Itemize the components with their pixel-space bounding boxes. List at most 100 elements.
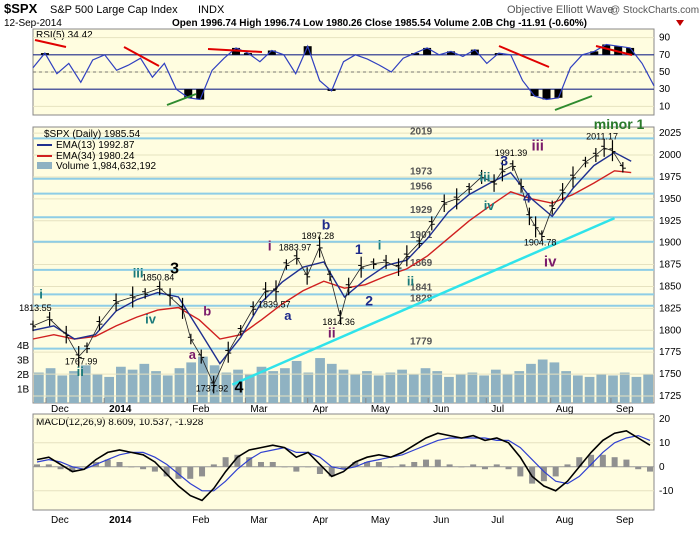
- x-axis-label: Dec: [51, 404, 69, 415]
- price-tick-label: 1725: [659, 391, 682, 402]
- rsi-oversold-fill: [196, 89, 205, 100]
- macd-label: MACD(12,26,9) 8.609, 10.537, -1.928: [36, 417, 204, 428]
- wave-label: iv: [145, 311, 157, 326]
- volume-bar: [537, 359, 548, 403]
- macd-histogram-bar: [481, 466, 488, 470]
- wave-label: iii: [133, 266, 144, 281]
- rsi-tick-label: 70: [659, 50, 671, 61]
- wave-label: iii: [531, 138, 544, 155]
- macd-histogram-bar: [446, 464, 453, 467]
- macd-histogram-bar: [375, 462, 382, 467]
- volume-bar: [350, 374, 361, 403]
- volume-bar: [526, 363, 536, 403]
- price-tick-label: 1950: [659, 194, 682, 205]
- macd-histogram-bar: [175, 466, 182, 479]
- legend-title: $SPX (Daily) 1985.54: [44, 129, 141, 140]
- wave-label: ii: [328, 324, 336, 340]
- wave-label: i: [39, 287, 43, 302]
- wave-label: a: [284, 308, 292, 323]
- volume-bar: [338, 369, 349, 403]
- volume-bar: [444, 376, 454, 403]
- macd-histogram-bar: [434, 459, 441, 467]
- volume-bars: [34, 356, 653, 403]
- price-tick-label: 1850: [659, 281, 682, 292]
- macd-histogram-bar: [234, 454, 241, 467]
- macd-histogram-bar: [246, 457, 253, 467]
- wave-label: iv: [484, 198, 496, 213]
- macd-histogram-bar: [493, 464, 500, 467]
- rsi-overbought-fill: [470, 49, 479, 55]
- chart-date: 12-Sep-2014: [4, 18, 62, 29]
- legend-volume: Volume 1,984,632,192: [56, 161, 157, 172]
- wave-label: i: [268, 238, 272, 254]
- rsi-divergence-green-2: [554, 95, 593, 111]
- price-annotations: 1813.55 1767.99 1850.84 1737.92 1839.57 1883.…: [19, 131, 618, 393]
- price-annotation: 1897.28: [302, 231, 335, 241]
- volume-bar: [584, 376, 595, 403]
- price-annotation: 1883.97: [279, 243, 312, 253]
- rsi-panel: RSI(5) 34.42 90 70 50 30 10: [32, 28, 671, 116]
- x-axis-label-bottom: Dec: [51, 515, 69, 526]
- rsi-overbought-fill: [411, 53, 420, 55]
- rsi-tick-label: 50: [659, 67, 671, 78]
- volume-bar: [34, 372, 44, 403]
- macd-tick-label: -10: [659, 486, 674, 497]
- rsi-line: [32, 43, 655, 101]
- x-axis-label-bottom: Aug: [556, 515, 574, 526]
- down-triangle-icon: [676, 20, 684, 26]
- rsi-overbought-fill: [626, 47, 635, 55]
- x-axis-label-bottom: 2014: [109, 515, 132, 526]
- volume-bar: [92, 374, 103, 403]
- macd-histogram-bar: [163, 466, 170, 477]
- legend-ema13: EMA(13) 1992.87: [56, 140, 135, 151]
- chart-exchange: INDX: [198, 4, 225, 16]
- legend-ema34: EMA(34) 1980.24: [56, 151, 135, 162]
- volume-bar: [256, 366, 267, 403]
- price-annotation: 1767.99: [65, 356, 98, 366]
- price-annotation: 2011.17: [586, 131, 618, 141]
- wave-label: minor 1: [594, 116, 645, 132]
- macd-histogram-bar: [364, 462, 371, 467]
- volume-bar: [198, 356, 208, 403]
- trendline: [231, 216, 616, 386]
- price-tick-label: 1775: [659, 347, 682, 358]
- x-axis-label-bottom: May: [371, 515, 390, 526]
- price-tick-label: 1925: [659, 216, 682, 227]
- rsi-oversold-fill: [530, 89, 539, 97]
- macd-histogram-bar: [210, 464, 217, 467]
- rsi-overbought-fill: [614, 46, 623, 55]
- x-axis-label: May: [371, 404, 390, 415]
- volume-bar: [151, 371, 161, 403]
- volume-bar: [467, 372, 478, 403]
- volume-bar: [139, 363, 150, 403]
- price-tick-label: 1875: [659, 260, 682, 271]
- macd-histogram-bar: [269, 462, 276, 467]
- macd-histogram-bar: [588, 454, 595, 467]
- macd-signal-line: [36, 434, 651, 492]
- macd-histogram-bar: [340, 466, 347, 470]
- volume-bar: [291, 360, 302, 403]
- price-tick-label: 1750: [659, 369, 682, 380]
- macd-histogram-bar: [187, 466, 194, 479]
- volume-tick-label: 1B: [17, 385, 30, 396]
- wave-label: 4: [523, 189, 531, 205]
- volume-bar: [244, 374, 255, 403]
- macd-histogram-bar: [423, 459, 430, 467]
- wave-label: b: [203, 303, 211, 318]
- macd-histogram-bar: [552, 466, 559, 477]
- chart-index-name: S&P 500 Large Cap Index: [50, 4, 178, 16]
- rsi-overbought-fill: [267, 50, 276, 55]
- macd-tick-label: 10: [659, 438, 671, 449]
- x-axis-label-bottom: Jun: [433, 515, 449, 526]
- rsi-divergence-red-1: [34, 39, 67, 48]
- price-grid: [33, 132, 654, 397]
- rsi-tick-label: 90: [659, 33, 671, 44]
- volume-bar: [397, 369, 407, 403]
- macd-histogram-bar: [470, 464, 477, 467]
- macd-histogram-bar: [540, 466, 547, 482]
- macd-histogram-bar: [81, 466, 88, 468]
- fib-label: 1956: [410, 182, 433, 193]
- volume-bar: [80, 365, 91, 403]
